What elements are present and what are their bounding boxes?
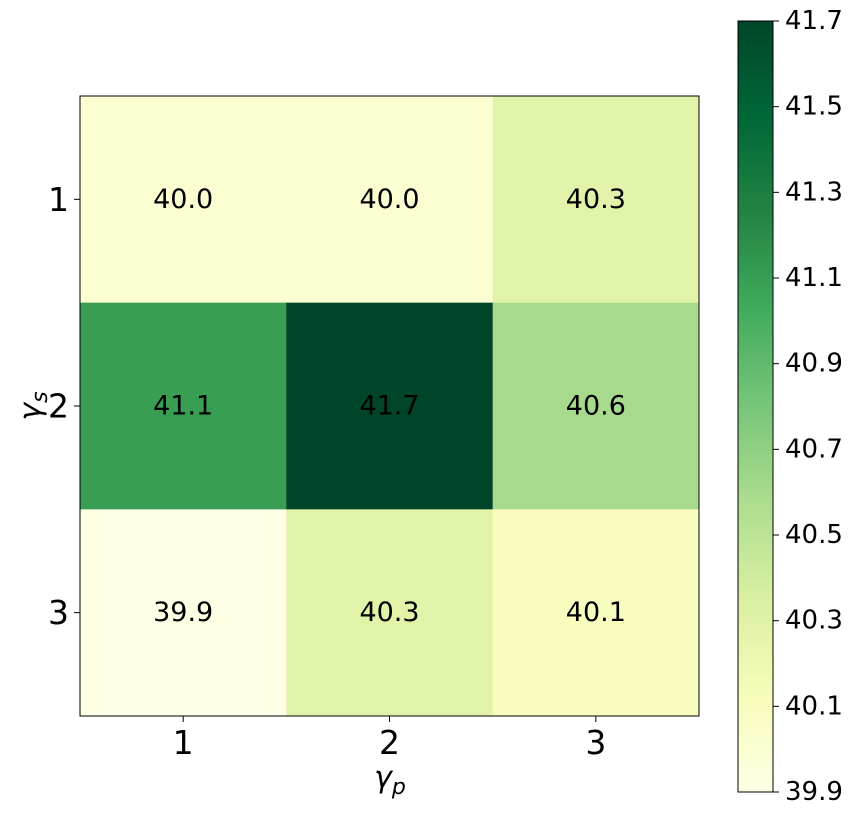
heatmap-cell-r1-c1	[80, 96, 287, 304]
colorbar-tick-label: 40.3	[785, 606, 843, 636]
colorbar-tick-label: 40.5	[785, 520, 843, 550]
y-tick-label: 3	[48, 593, 69, 632]
x-axis-label-subscript: p	[391, 775, 406, 800]
cell-value-label: 40.3	[359, 597, 419, 628]
heatmap-cell-r2-c2	[286, 302, 494, 510]
heatmap-cells: 40.0 40.0 40.3 41.1 41.7 40.6 39.9 40.3 40.1	[80, 96, 700, 717]
cell-value-label: 41.7	[359, 391, 419, 422]
x-tick-label: 1	[173, 723, 194, 762]
colorbar-ticks: 39.9 40.1 40.3 40.5 40.7 40.9 41.1 41.3 41.5 41.7	[773, 6, 843, 807]
cell-value-label: 40.3	[566, 184, 626, 215]
x-tick-label: 3	[585, 723, 606, 762]
cell-value-label: 40.6	[566, 391, 626, 422]
x-axis-ticks: 1 2 3	[173, 716, 606, 762]
heatmap-cell-r2-c1	[80, 302, 287, 510]
heatmap-cell-r3-c3	[492, 509, 700, 717]
colorbar-tick-label: 40.9	[785, 349, 843, 379]
cell-value-label: 39.9	[153, 597, 213, 628]
cell-value-label: 41.1	[153, 391, 213, 422]
colorbar-tick-label: 41.3	[785, 177, 843, 207]
x-axis-label: γp	[374, 760, 406, 800]
colorbar-tick-label: 41.7	[785, 6, 843, 36]
y-axis-label-subscript: s	[28, 391, 53, 402]
heatmap-cell-r3-c1	[80, 509, 287, 717]
colorbar-tick-label: 40.1	[785, 691, 843, 721]
colorbar-tick-label: 40.7	[785, 434, 843, 464]
x-tick-label: 2	[379, 723, 400, 762]
colorbar-tick-label: 41.5	[785, 92, 843, 122]
y-axis-ticks: 1 2 3	[48, 180, 80, 632]
heatmap-cell-r1-c2	[286, 96, 494, 304]
colorbar-tick-label: 39.9	[785, 777, 843, 807]
y-axis-label: γs	[13, 391, 53, 420]
cell-value-label: 40.0	[153, 184, 213, 215]
colorbar	[737, 20, 774, 793]
heatmap-cell-r2-c3	[492, 302, 700, 510]
colorbar-tick-label: 41.1	[785, 263, 843, 293]
heatmap-cell-r3-c2	[286, 509, 494, 717]
cell-value-label: 40.1	[566, 597, 626, 628]
y-tick-label: 2	[48, 387, 69, 426]
y-tick-label: 1	[48, 180, 69, 219]
heatmap-cell-r1-c3	[492, 96, 700, 304]
cell-value-label: 40.0	[359, 184, 419, 215]
